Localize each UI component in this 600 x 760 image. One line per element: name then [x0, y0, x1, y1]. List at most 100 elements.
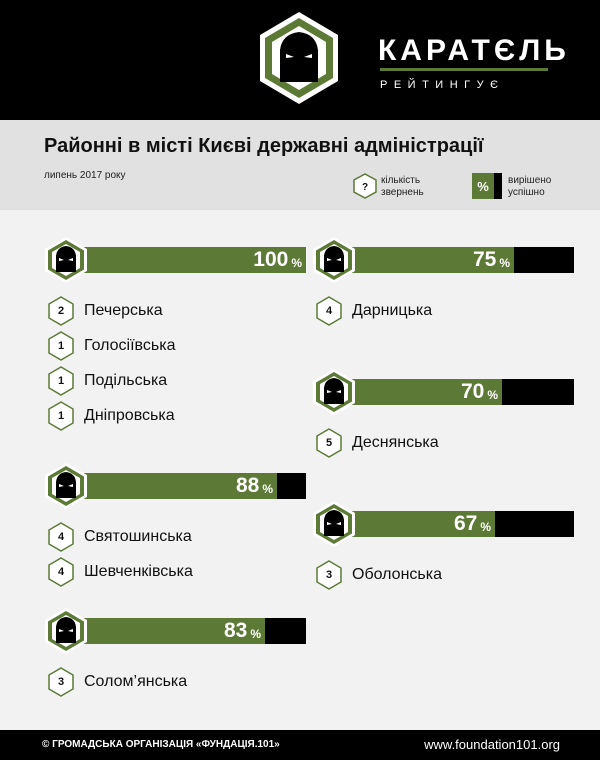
- legend-count-icon: ?: [353, 173, 377, 199]
- hooded-figure-icon: [313, 501, 355, 547]
- appeals-count: 1: [57, 339, 65, 352]
- bar-fill: [334, 247, 514, 273]
- district-row: 2 Печерська: [44, 293, 334, 328]
- appeals-count-badge: 3: [48, 666, 74, 697]
- percent-value: 83: [223, 619, 248, 642]
- percent-sign: %: [262, 481, 273, 496]
- footer-copyright: © ГРОМАДСЬКА ОРГАНІЗАЦІЯ «ФУНДАЦІЯ.101»: [42, 739, 280, 750]
- legend-percent-icon: %: [472, 173, 502, 199]
- percent-value: 88: [235, 474, 260, 497]
- district-list: 4 Святошинська 4 Шевченківська: [44, 519, 334, 589]
- district-name: Деснянська: [352, 433, 439, 451]
- hooded-figure-icon: [45, 237, 87, 283]
- page-title: Районні в місті Києві державні адміністр…: [44, 135, 484, 157]
- bar-fill: [334, 379, 502, 405]
- legend-count-label: кількість звернень: [381, 175, 424, 198]
- rating-group: 83% 3 Солом’янська: [44, 607, 334, 699]
- district-list: 3 Оболонська: [312, 557, 600, 592]
- rating-bar-row: 67%: [312, 500, 600, 547]
- district-name: Святошинська: [84, 527, 192, 545]
- footer-website: www.foundation101.org: [424, 737, 560, 752]
- bar-percent-label: 75%: [473, 247, 510, 273]
- hooded-figure-icon: [313, 369, 355, 415]
- appeals-count-badge: 1: [48, 400, 74, 431]
- date-label: липень 2017 року: [44, 170, 126, 181]
- rating-group: 88% 4 Святошинська 4 Шевченківська: [44, 462, 334, 589]
- appeals-count-badge: 1: [48, 365, 74, 396]
- percent-value: 70: [460, 380, 485, 403]
- appeals-count: 4: [57, 565, 65, 578]
- district-row: 4 Дарницька: [312, 293, 600, 328]
- rating-bar-row: 88%: [44, 462, 334, 509]
- rating-bar-row: 70%: [312, 368, 600, 415]
- district-row: 3 Оболонська: [312, 557, 600, 592]
- district-name: Подільська: [84, 371, 168, 389]
- rating-group: 100% 2 Печерська 1 Голосіївська 1 Подільська 1 Д…: [44, 236, 334, 433]
- percent-sign: %: [250, 626, 261, 641]
- percent-value: 75: [472, 248, 497, 271]
- percent-sign: %: [480, 519, 491, 534]
- appeals-count-badge: 5: [316, 427, 342, 458]
- percent-value: 67: [453, 512, 478, 535]
- bar-fill: [66, 473, 277, 499]
- district-list: 4 Дарницька: [312, 293, 600, 328]
- appeals-count-badge: 4: [48, 556, 74, 587]
- appeals-count: 4: [325, 304, 333, 317]
- district-list: 5 Деснянська: [312, 425, 600, 460]
- legend-count-symbol: ?: [362, 182, 368, 193]
- appeals-count: 1: [57, 409, 65, 422]
- bar-track: 75%: [334, 247, 574, 273]
- appeals-count-badge: 4: [316, 295, 342, 326]
- appeals-count: 2: [57, 304, 65, 317]
- district-name: Шевченківська: [84, 562, 193, 580]
- hooded-figure-icon: [313, 237, 355, 283]
- header: КАРАТЄЛЬ РЕЙТИНГУЄ: [0, 0, 600, 120]
- title-band: Районні в місті Києві державні адміністр…: [0, 120, 600, 210]
- bar-track: 67%: [334, 511, 574, 537]
- district-name: Солом’янська: [84, 672, 188, 690]
- footer: © ГРОМАДСЬКА ОРГАНІЗАЦІЯ «ФУНДАЦІЯ.101» …: [0, 730, 600, 760]
- district-row: 4 Святошинська: [44, 519, 334, 554]
- appeals-count: 5: [325, 436, 333, 449]
- appeals-count-badge: 3: [316, 559, 342, 590]
- percent-sign: %: [291, 255, 302, 270]
- rating-bar-row: 75%: [312, 236, 600, 283]
- rating-group: 70% 5 Деснянська: [312, 368, 600, 460]
- district-row: 1 Дніпровська: [44, 398, 334, 433]
- appeals-count: 1: [57, 374, 65, 387]
- rating-group: 75% 4 Дарницька: [312, 236, 600, 328]
- bar-percent-label: 67%: [454, 511, 491, 537]
- brand-name: КАРАТЄЛЬ: [378, 34, 570, 67]
- bar-track: 88%: [66, 473, 306, 499]
- brand-underline: [380, 68, 548, 71]
- appeals-count: 4: [57, 530, 65, 543]
- bar-percent-label: 100%: [253, 247, 302, 273]
- appeals-count-badge: 1: [48, 330, 74, 361]
- district-name: Оболонська: [352, 565, 442, 583]
- district-row: 3 Солом’янська: [44, 664, 334, 699]
- bar-percent-label: 83%: [224, 618, 261, 644]
- appeals-count-badge: 4: [48, 521, 74, 552]
- appeals-count: 3: [325, 568, 333, 581]
- bar-track: 70%: [334, 379, 574, 405]
- percent-sign: %: [487, 387, 498, 402]
- district-name: Печерська: [84, 301, 163, 319]
- percent-value: 100: [253, 248, 289, 271]
- hooded-figure-icon: [45, 608, 87, 654]
- district-list: 2 Печерська 1 Голосіївська 1 Подільська 1 Дніпр…: [44, 293, 334, 433]
- bar-fill: [66, 618, 265, 644]
- bar-fill: [334, 511, 495, 537]
- district-name: Дарницька: [352, 301, 433, 319]
- bar-percent-label: 70%: [461, 379, 498, 405]
- appeals-count: 3: [57, 675, 65, 688]
- bar-fill: [66, 247, 306, 273]
- district-name: Голосіївська: [84, 336, 176, 354]
- legend-percent-symbol: %: [472, 173, 494, 199]
- rating-bar-row: 100%: [44, 236, 334, 283]
- district-name: Дніпровська: [84, 406, 175, 424]
- district-list: 3 Солом’янська: [44, 664, 334, 699]
- district-row: 1 Подільська: [44, 363, 334, 398]
- legend-percent-label: вирішено успішно: [508, 175, 552, 198]
- rating-bar-row: 83%: [44, 607, 334, 654]
- hooded-figure-logo-icon: [260, 12, 338, 104]
